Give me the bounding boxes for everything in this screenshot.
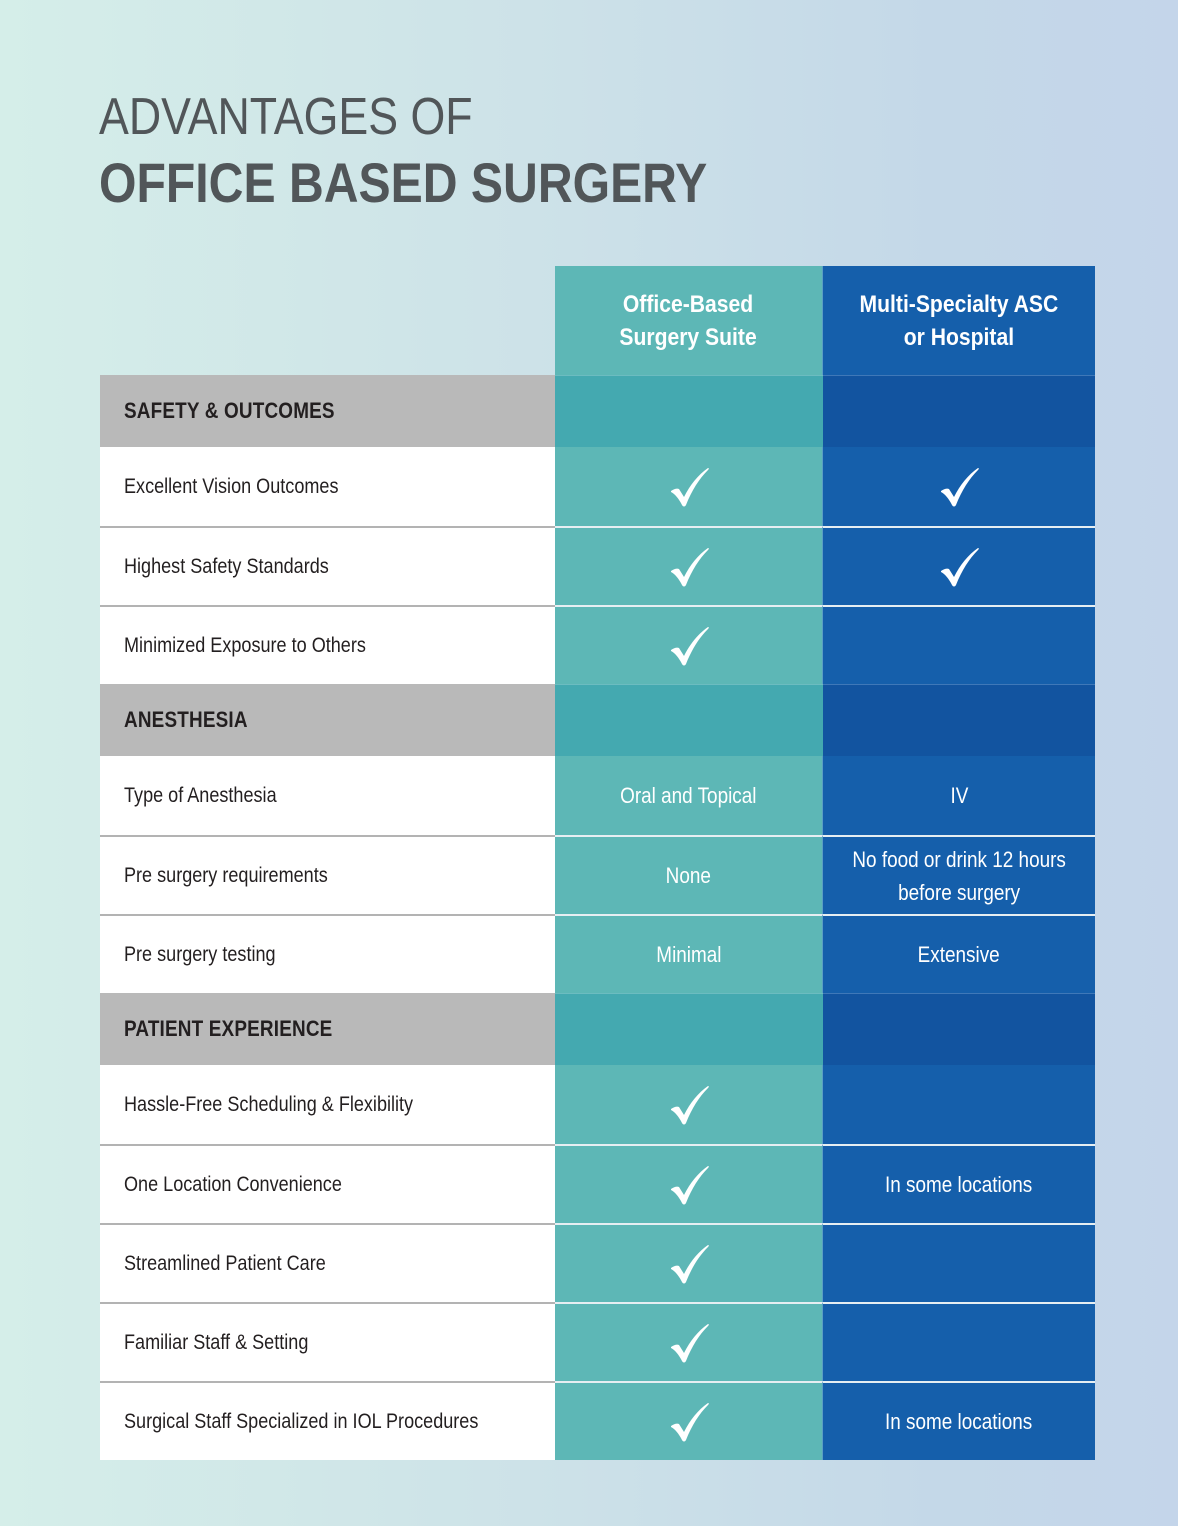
office-value-cell (555, 1065, 823, 1144)
table-row: One Location Convenience In some location… (100, 1144, 1095, 1223)
check-icon (670, 1323, 709, 1362)
section-row-patient-experience: PATIENT EXPERIENCE (100, 993, 1095, 1065)
row-label: Surgical Staff Specialized in IOL Proced… (124, 1409, 479, 1433)
office-value-cell (555, 1302, 823, 1381)
check-icon (670, 1165, 709, 1204)
cell-value: Oral and Topical (620, 783, 757, 808)
check-icon (670, 1085, 709, 1124)
row-label-cell: Familiar Staff & Setting (100, 1302, 555, 1381)
check-icon (941, 467, 979, 506)
cell-value: IV (950, 783, 968, 808)
table-row: Minimized Exposure to Others (100, 605, 1095, 684)
row-label: Highest Safety Standards (124, 554, 329, 578)
section-hospital-cell (823, 684, 1095, 756)
hospital-value-cell (823, 605, 1095, 684)
table-row: Streamlined Patient Care (100, 1223, 1095, 1302)
row-label-cell: Excellent Vision Outcomes (100, 447, 555, 526)
cell-value: No food or drink 12 hours before surgery (852, 846, 1066, 905)
table-row: Hassle-Free Scheduling & Flexibility (100, 1065, 1095, 1144)
hospital-value-cell (823, 526, 1095, 605)
row-label-cell: Highest Safety Standards (100, 526, 555, 605)
header-hospital: Multi-Specialty ASC or Hospital (823, 266, 1095, 375)
section-row-anesthesia: ANESTHESIA (100, 684, 1095, 756)
table-row: Excellent Vision Outcomes (100, 447, 1095, 526)
table-row: Familiar Staff & Setting (100, 1302, 1095, 1381)
office-value-cell (555, 1223, 823, 1302)
cell-value: None (665, 863, 712, 888)
section-row-safety-outcomes: SAFETY & OUTCOMES (100, 375, 1095, 447)
section-hospital-cell (823, 375, 1095, 447)
row-label: One Location Convenience (124, 1172, 342, 1196)
row-label-cell: Surgical Staff Specialized in IOL Proced… (100, 1381, 555, 1460)
check-icon (670, 547, 709, 586)
row-label-cell: Type of Anesthesia (100, 756, 555, 835)
office-value-cell: None (555, 835, 823, 914)
check-icon (670, 626, 709, 665)
section-office-cell (555, 375, 823, 447)
hospital-value-cell: In some locations (823, 1381, 1095, 1460)
hospital-value-cell (823, 1302, 1095, 1381)
hospital-value-cell (823, 1223, 1095, 1302)
section-label: ANESTHESIA (124, 707, 248, 732)
table-row: Surgical Staff Specialized in IOL Proced… (100, 1381, 1095, 1460)
section-label: SAFETY & OUTCOMES (124, 398, 335, 423)
table-header-row: Office-Based Surgery Suite Multi-Special… (100, 266, 1095, 375)
hospital-value-cell: In some locations (823, 1144, 1095, 1223)
cell-value: In some locations (885, 1172, 1033, 1197)
header-office-based-label: Office-Based Surgery Suite (619, 290, 758, 351)
row-label: Pre surgery testing (124, 942, 276, 966)
row-label: Pre surgery requirements (124, 863, 328, 887)
table-row: Pre surgery testing Minimal Extensive (100, 914, 1095, 993)
header-office-based: Office-Based Surgery Suite (555, 266, 823, 375)
header-hospital-label: Multi-Specialty ASC or Hospital (859, 290, 1059, 351)
row-label: Type of Anesthesia (124, 783, 277, 807)
check-icon (670, 467, 709, 506)
cell-value: Minimal (655, 942, 722, 967)
section-office-cell (555, 993, 823, 1065)
row-label-cell: Hassle-Free Scheduling & Flexibility (100, 1065, 555, 1144)
office-value-cell (555, 447, 823, 526)
office-value-cell (555, 1381, 823, 1460)
check-icon (670, 1402, 709, 1441)
row-label-cell: Pre surgery requirements (100, 835, 555, 914)
hospital-value-cell (823, 447, 1095, 526)
table-row: Highest Safety Standards (100, 526, 1095, 605)
row-label: Minimized Exposure to Others (124, 633, 366, 657)
hospital-value-cell: IV (823, 756, 1095, 835)
hospital-value-cell: No food or drink 12 hours before surgery (823, 835, 1095, 914)
office-value-cell: Oral and Topical (555, 756, 823, 835)
row-label-cell: Streamlined Patient Care (100, 1223, 555, 1302)
check-icon (670, 1244, 709, 1283)
office-value-cell (555, 526, 823, 605)
hospital-value-cell: Extensive (823, 914, 1095, 993)
section-office-cell (555, 684, 823, 756)
section-hospital-cell (823, 993, 1095, 1065)
row-label: Familiar Staff & Setting (124, 1330, 309, 1354)
title-line-1: ADVANTAGES OF (99, 88, 473, 146)
office-value-cell (555, 605, 823, 684)
row-label-cell: One Location Convenience (100, 1144, 555, 1223)
row-label: Hassle-Free Scheduling & Flexibility (124, 1092, 414, 1116)
cell-value: In some locations (885, 1409, 1033, 1434)
check-icon (941, 547, 979, 586)
table-row: Type of Anesthesia Oral and Topical IV (100, 756, 1095, 835)
row-label-cell: Minimized Exposure to Others (100, 605, 555, 684)
hospital-value-cell (823, 1065, 1095, 1144)
page-title: ADVANTAGES OF OFFICE BASED SURGERY (99, 86, 806, 218)
title-line-2: OFFICE BASED SURGERY (99, 151, 708, 214)
table-row: Pre surgery requirements None No food or d… (100, 835, 1095, 914)
cell-value: Extensive (917, 942, 1001, 967)
office-value-cell: Minimal (555, 914, 823, 993)
office-value-cell (555, 1144, 823, 1223)
row-label-cell: Pre surgery testing (100, 914, 555, 993)
section-label: PATIENT EXPERIENCE (124, 1016, 333, 1041)
comparison-table: Office-Based Surgery Suite Multi-Special… (100, 266, 1095, 1460)
header-empty-cell (100, 266, 555, 375)
row-label: Excellent Vision Outcomes (124, 474, 339, 498)
row-label: Streamlined Patient Care (124, 1251, 326, 1275)
